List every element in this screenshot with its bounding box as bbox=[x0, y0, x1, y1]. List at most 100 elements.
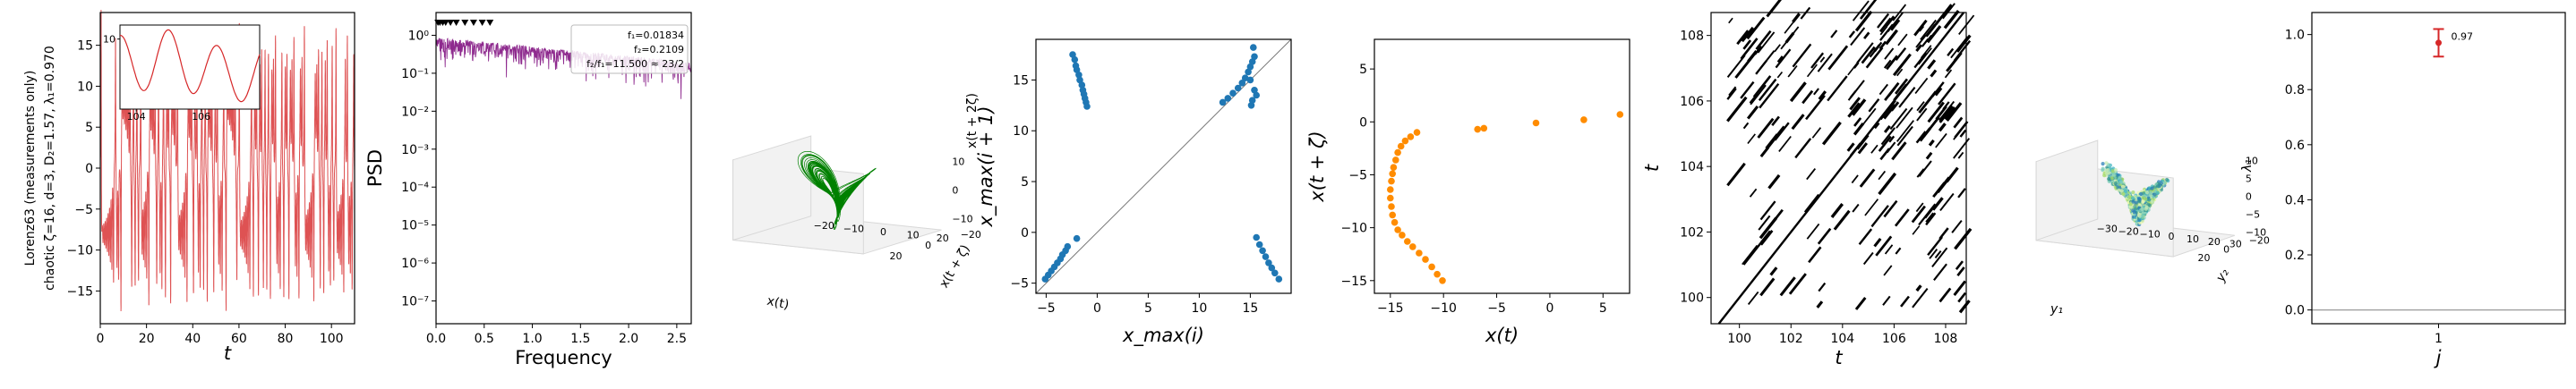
y-tick-label: 1.0 bbox=[2285, 29, 2305, 43]
recurrence-segment bbox=[1918, 160, 1932, 177]
z-tick-label: −5 bbox=[2246, 208, 2260, 220]
recurrence-segment bbox=[1923, 207, 1934, 219]
embedding-point bbox=[2165, 177, 2169, 182]
recurrence-segment bbox=[1819, 56, 1826, 63]
recurrence-segment bbox=[1934, 4, 1953, 26]
data-point bbox=[1394, 226, 1401, 233]
recurrence-segment bbox=[1755, 30, 1772, 50]
recurrence-segment bbox=[1767, 125, 1786, 148]
data-point bbox=[1251, 53, 1258, 61]
recurrence-segment bbox=[1749, 188, 1758, 198]
recurrence-segment bbox=[1775, 48, 1792, 69]
embedding-point bbox=[2113, 182, 2118, 186]
x-tick-label: 0 bbox=[1545, 301, 1553, 316]
y-tick-label: 10⁻² bbox=[401, 105, 429, 119]
x-tick-label: 40 bbox=[184, 332, 201, 346]
recurrence-segment bbox=[1942, 3, 1956, 20]
recurrence-segment bbox=[1759, 83, 1780, 109]
x-tick-label: 5 bbox=[1599, 301, 1607, 316]
y-tick-label: 0 bbox=[1021, 226, 1029, 241]
data-point bbox=[1262, 253, 1270, 260]
y-tick-label: 15 bbox=[1013, 73, 1029, 88]
recurrence-segment bbox=[1852, 203, 1860, 213]
recurrence-segment bbox=[1769, 266, 1778, 276]
embedding-point bbox=[2131, 199, 2135, 204]
data-point bbox=[1255, 241, 1263, 249]
y-tick-label: 10⁻⁶ bbox=[401, 257, 429, 271]
recurrence-segment bbox=[1759, 277, 1776, 297]
y-tick-label: 0 bbox=[85, 162, 93, 176]
recurrence-segment bbox=[1830, 202, 1844, 218]
data-point bbox=[1251, 87, 1258, 94]
data-point bbox=[1394, 148, 1401, 156]
attractor-line bbox=[797, 150, 877, 230]
recurrence-segment bbox=[1862, 251, 1874, 266]
x-axis-label: j bbox=[2434, 347, 2442, 368]
recurrence-segment bbox=[1726, 96, 1748, 123]
data-point bbox=[1259, 247, 1266, 255]
x-axis-label: x(t) bbox=[766, 294, 790, 313]
embedding-point bbox=[2104, 168, 2109, 173]
axes-frame bbox=[1035, 38, 1292, 294]
recurrence-segment bbox=[1934, 87, 1943, 97]
recurrence-segment bbox=[1884, 244, 1894, 255]
data-point bbox=[1064, 242, 1072, 250]
embedding-point bbox=[2134, 207, 2138, 211]
y-axis-label: x_max(i + 1) bbox=[975, 106, 997, 227]
y-tick-label: 15 bbox=[77, 39, 93, 54]
data-point bbox=[1238, 80, 1246, 87]
recurrence-segment bbox=[1885, 15, 1896, 28]
recurrence-segment bbox=[1765, 133, 1778, 149]
data-point bbox=[1474, 125, 1481, 133]
y-axis-label: x(t + ζ) bbox=[937, 242, 972, 291]
recurrence-segment bbox=[1950, 36, 1969, 59]
y-tick-label: 0 bbox=[925, 240, 931, 251]
embedding-point bbox=[2136, 199, 2142, 204]
recurrence-segment bbox=[1742, 244, 1759, 266]
recurrence-segment bbox=[1784, 15, 1799, 34]
data-point bbox=[1234, 84, 1242, 92]
x-tick-label: 1.0 bbox=[522, 332, 542, 346]
recurrence-segment bbox=[1728, 86, 1737, 97]
y-tick-label: −20 bbox=[961, 229, 981, 241]
y-tick-label: 0 bbox=[1359, 115, 1367, 130]
x-tick-label: 0.5 bbox=[475, 332, 494, 346]
recurrence-segment bbox=[1895, 47, 1907, 61]
recurrence-segment bbox=[1946, 102, 1963, 122]
data-point bbox=[1268, 264, 1276, 272]
recurrence-segment bbox=[1856, 42, 1874, 64]
recurrence-segment bbox=[1778, 135, 1792, 152]
recurrence-segment bbox=[1749, 92, 1759, 105]
recurrence-segment bbox=[1920, 45, 1932, 59]
recurrence-segment bbox=[1883, 104, 1896, 120]
embedding-point bbox=[2155, 184, 2161, 189]
recurrence-segment bbox=[1956, 34, 1972, 53]
recurrence-segment bbox=[1859, 0, 1878, 20]
recurrence-segment bbox=[1758, 78, 1777, 102]
recurrence-segment bbox=[1865, 47, 1884, 69]
x-tick-label: 0 bbox=[1093, 301, 1101, 316]
embedding-point bbox=[2123, 189, 2128, 194]
recurrence-segment bbox=[1889, 107, 1908, 131]
recurrence-segment bbox=[1870, 144, 1879, 154]
y-tick-label: 10 bbox=[77, 80, 93, 94]
recurrence-segment bbox=[1912, 287, 1929, 309]
x-tick-label: −30 bbox=[2097, 224, 2118, 235]
recurrence-segment bbox=[1849, 142, 1861, 156]
data-point bbox=[1389, 211, 1396, 219]
y-tick-label: 10⁻⁷ bbox=[401, 295, 429, 309]
embedding-point bbox=[2127, 195, 2132, 199]
recurrence-segment bbox=[1759, 216, 1777, 240]
recurrence-segment bbox=[1875, 235, 1893, 257]
data-point bbox=[1413, 129, 1421, 136]
data-point bbox=[1388, 203, 1395, 210]
data-point bbox=[1433, 270, 1441, 278]
recurrence-segment bbox=[1915, 34, 1927, 48]
recurrence-segment bbox=[1864, 199, 1879, 216]
recurrence-segment bbox=[1883, 124, 1891, 133]
data-point bbox=[1275, 275, 1283, 283]
recurrence-segment bbox=[1856, 134, 1870, 150]
y-axis-label: t bbox=[1641, 164, 1663, 172]
y-tick-label: −10 bbox=[1340, 222, 1367, 236]
